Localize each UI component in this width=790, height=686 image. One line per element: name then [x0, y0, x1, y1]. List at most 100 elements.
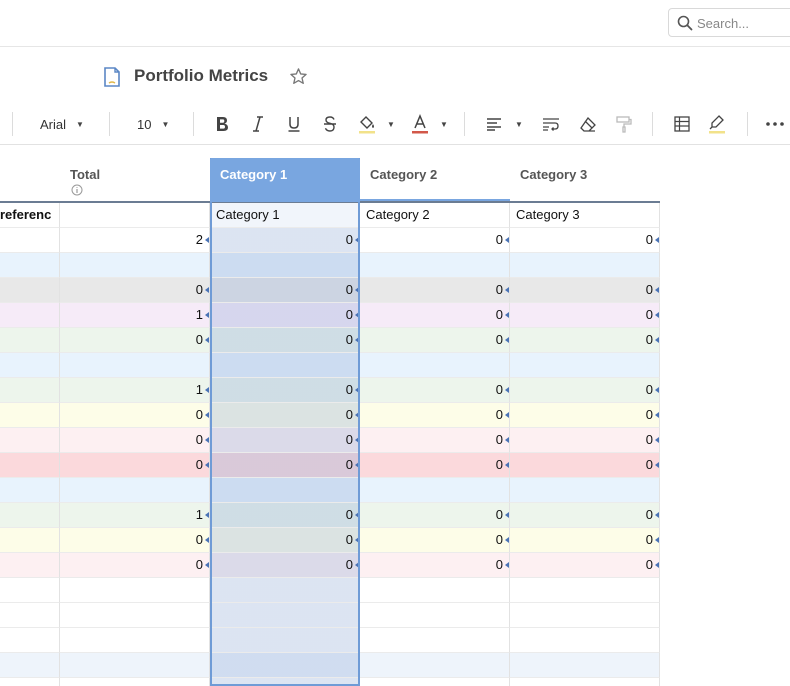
row-cell-category-1[interactable]: 0 — [210, 278, 360, 303]
row-cell-category-2[interactable]: 0 — [360, 528, 510, 553]
row-cell-category-2[interactable] — [360, 353, 510, 378]
bold-button[interactable] — [211, 107, 233, 141]
row-cell-total[interactable] — [60, 603, 210, 628]
row-cell-category-1[interactable]: 0 — [210, 553, 360, 578]
row-cell-reference[interactable] — [0, 378, 60, 403]
row-cell-total[interactable]: 1 — [60, 303, 210, 328]
row-cell-reference[interactable] — [0, 503, 60, 528]
row-cell-reference[interactable] — [0, 428, 60, 453]
row-cell-reference[interactable] — [0, 603, 60, 628]
row-cell-category-1[interactable]: 0 — [210, 403, 360, 428]
strikethrough-button[interactable] — [319, 107, 341, 141]
row-cell-category-2[interactable] — [360, 603, 510, 628]
clear-formatting-button[interactable] — [577, 107, 599, 141]
row-cell-category-2[interactable]: 0 — [360, 503, 510, 528]
row-cell-reference[interactable] — [0, 328, 60, 353]
row-cell-category-3[interactable]: 0 — [510, 528, 660, 553]
row-cell-category-3[interactable] — [510, 578, 660, 603]
row-cell-category-3[interactable]: 0 — [510, 503, 660, 528]
font-family-select[interactable]: Arial ▼ — [40, 107, 100, 141]
row-cell-category-3[interactable]: 0 — [510, 428, 660, 453]
row-cell-total[interactable]: 0 — [60, 403, 210, 428]
subheader-cell-category-1[interactable]: Category 1 — [210, 203, 360, 228]
row-cell-category-3[interactable]: 0 — [510, 278, 660, 303]
row-cell-category-1[interactable] — [210, 653, 360, 678]
row-cell-reference[interactable] — [0, 478, 60, 503]
row-cell-category-2[interactable]: 0 — [360, 403, 510, 428]
italic-button[interactable] — [247, 107, 269, 141]
row-cell-total[interactable]: 1 — [60, 378, 210, 403]
row-cell-category-3[interactable] — [510, 253, 660, 278]
row-cell-total[interactable] — [60, 478, 210, 503]
row-cell-category-1[interactable] — [210, 353, 360, 378]
column-header-category-3[interactable]: Category 3 — [510, 146, 660, 203]
row-cell-total[interactable]: 0 — [60, 428, 210, 453]
row-cell-total[interactable]: 0 — [60, 328, 210, 353]
row-cell-category-3[interactable]: 0 — [510, 378, 660, 403]
subheader-cell-category-2[interactable]: Category 2 — [360, 203, 510, 228]
row-cell-category-1[interactable]: 0 — [210, 528, 360, 553]
row-cell-category-1[interactable]: 0 — [210, 378, 360, 403]
row-cell-category-2[interactable] — [360, 678, 510, 686]
more-options-button[interactable] — [764, 107, 786, 141]
align-dropdown[interactable]: ▼ — [513, 107, 525, 141]
row-cell-category-3[interactable] — [510, 353, 660, 378]
star-icon[interactable] — [289, 67, 308, 86]
underline-button[interactable] — [283, 107, 305, 141]
row-cell-total[interactable]: 0 — [60, 453, 210, 478]
row-cell-reference[interactable] — [0, 528, 60, 553]
row-cell-reference[interactable] — [0, 553, 60, 578]
row-cell-total[interactable]: 1 — [60, 503, 210, 528]
row-cell-category-1[interactable]: 0 — [210, 453, 360, 478]
row-cell-reference[interactable] — [0, 353, 60, 378]
subheader-cell-category-3[interactable]: Category 3 — [510, 203, 660, 228]
row-cell-category-1[interactable] — [210, 628, 360, 653]
column-header-category-2[interactable]: Category 2 — [360, 146, 510, 203]
row-cell-total[interactable]: 2 — [60, 228, 210, 253]
row-cell-category-2[interactable]: 0 — [360, 453, 510, 478]
row-cell-category-2[interactable] — [360, 628, 510, 653]
fill-color-button[interactable] — [356, 107, 378, 141]
fill-color-dropdown[interactable]: ▼ — [385, 107, 397, 141]
row-cell-category-3[interactable]: 0 — [510, 303, 660, 328]
row-cell-category-2[interactable]: 0 — [360, 378, 510, 403]
document-title[interactable]: Portfolio Metrics — [134, 66, 269, 85]
subheader-cell-total[interactable] — [60, 203, 210, 228]
row-cell-category-2[interactable] — [360, 253, 510, 278]
row-cell-category-3[interactable] — [510, 678, 660, 686]
row-cell-total[interactable]: 0 — [60, 553, 210, 578]
row-cell-category-1[interactable]: 0 — [210, 428, 360, 453]
row-cell-category-1[interactable]: 0 — [210, 303, 360, 328]
row-cell-category-1[interactable] — [210, 253, 360, 278]
align-button[interactable] — [483, 107, 505, 141]
row-cell-total[interactable] — [60, 653, 210, 678]
row-cell-reference[interactable] — [0, 228, 60, 253]
table-button[interactable] — [671, 107, 693, 141]
row-cell-reference[interactable] — [0, 278, 60, 303]
row-cell-category-3[interactable] — [510, 628, 660, 653]
info-icon[interactable] — [71, 184, 83, 196]
paint-format-button[interactable] — [613, 107, 635, 141]
font-size-select[interactable]: 10 ▼ — [137, 107, 187, 141]
row-cell-category-2[interactable]: 0 — [360, 428, 510, 453]
row-cell-category-2[interactable]: 0 — [360, 278, 510, 303]
highlight-button[interactable] — [706, 107, 728, 141]
row-cell-total[interactable] — [60, 353, 210, 378]
row-cell-reference[interactable] — [0, 678, 60, 686]
row-cell-category-2[interactable] — [360, 478, 510, 503]
row-cell-category-3[interactable]: 0 — [510, 553, 660, 578]
row-cell-total[interactable] — [60, 628, 210, 653]
row-cell-total[interactable] — [60, 253, 210, 278]
row-cell-total[interactable] — [60, 678, 210, 686]
row-cell-category-3[interactable]: 0 — [510, 453, 660, 478]
row-cell-category-2[interactable]: 0 — [360, 228, 510, 253]
row-cell-category-1[interactable]: 0 — [210, 503, 360, 528]
row-cell-reference[interactable] — [0, 303, 60, 328]
row-cell-category-3[interactable] — [510, 603, 660, 628]
row-cell-reference[interactable] — [0, 453, 60, 478]
row-cell-reference[interactable] — [0, 628, 60, 653]
row-cell-reference[interactable] — [0, 653, 60, 678]
subheader-cell-reference[interactable]: referenc — [0, 203, 60, 228]
column-header-category-1[interactable]: Category 1 — [210, 158, 360, 202]
row-cell-category-1[interactable] — [210, 578, 360, 603]
